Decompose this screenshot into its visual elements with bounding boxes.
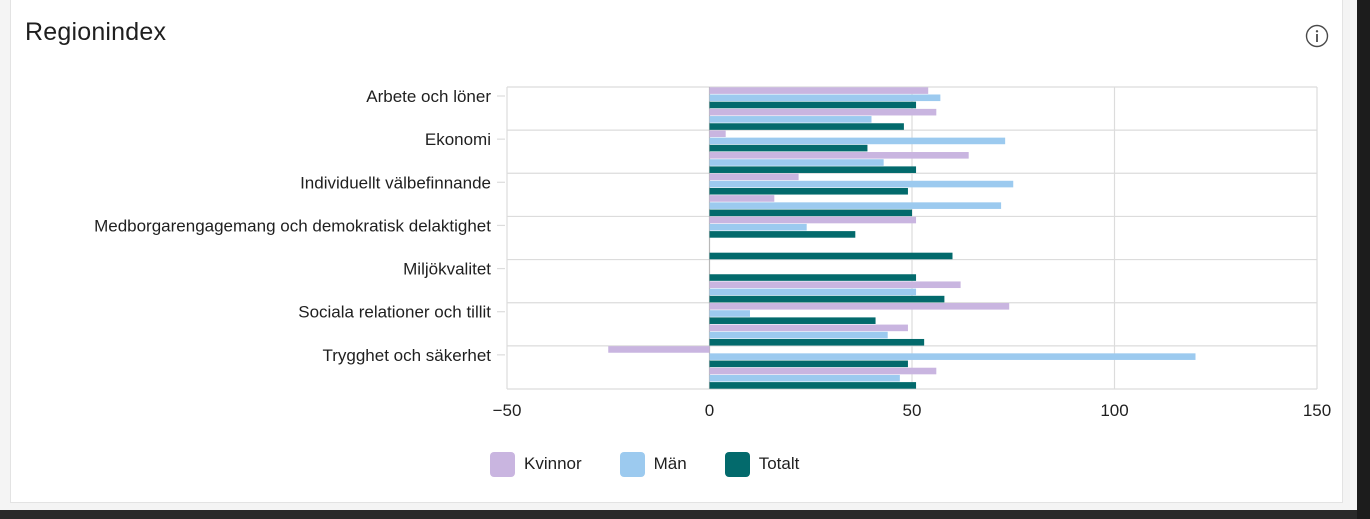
category-label: Arbete och löner <box>366 87 491 106</box>
category-label: Medborgarengagemang och demokratisk dela… <box>94 216 491 235</box>
bar-totalt <box>709 123 904 130</box>
bar-man <box>709 288 917 296</box>
bar-layer <box>608 87 1196 389</box>
window-edge-right <box>1357 0 1370 519</box>
bar-totalt <box>709 338 925 346</box>
bar-totalt <box>709 144 868 152</box>
bar-kvinnor <box>709 108 937 116</box>
category-label: Sociala relationer och tillit <box>298 303 491 322</box>
legend-label-kvinnor: Kvinnor <box>524 454 582 473</box>
legend-label-totalt: Totalt <box>758 454 800 473</box>
bar-kvinnor <box>608 346 710 353</box>
bar-kvinnor <box>709 195 775 202</box>
category-label: Individuellt välbefinnande <box>300 173 491 192</box>
legend-swatch-totalt <box>724 451 750 477</box>
bar-kvinnor <box>709 367 937 375</box>
bar-kvinnor <box>709 281 961 289</box>
legend: Kvinnor Män Totalt <box>490 450 837 478</box>
bar-man <box>709 223 807 231</box>
bar-kvinnor <box>709 152 969 159</box>
category-label: Ekonomi <box>425 130 491 149</box>
category-label-layer: Arbete och löner Ekonomi Individuellt välb… <box>94 87 505 365</box>
bar-man <box>709 116 872 123</box>
bar-totalt <box>709 231 856 238</box>
bar-kvinnor <box>709 173 799 181</box>
bar-man <box>709 353 1196 360</box>
legend-label-man: Män <box>653 454 687 473</box>
grid-layer <box>506 86 1318 390</box>
bar-totalt <box>709 209 912 217</box>
bar-totalt <box>709 101 917 109</box>
bar-man <box>709 202 1002 209</box>
bar-totalt <box>709 274 917 281</box>
bar-totalt <box>709 187 908 195</box>
bar-kvinnor <box>709 303 1010 310</box>
legend-item-man[interactable]: Män <box>619 451 687 477</box>
x-tick-layer: −50 0 50 100 150 <box>493 401 1332 420</box>
bar-totalt <box>709 317 876 324</box>
bar-man <box>709 331 888 339</box>
bar-man <box>709 94 941 102</box>
bar-totalt <box>709 166 917 173</box>
category-label: Trygghet och säkerhet <box>322 346 491 365</box>
bar-kvinnor <box>709 87 929 94</box>
bar-kvinnor <box>709 324 908 332</box>
legend-item-kvinnor[interactable]: Kvinnor <box>490 451 582 477</box>
category-label: Miljökvalitet <box>403 260 491 279</box>
bar-man <box>709 137 1006 145</box>
legend-item-totalt[interactable]: Totalt <box>724 451 800 477</box>
bar-man <box>709 374 900 382</box>
bar-man <box>709 310 750 317</box>
x-tick-label: 50 <box>903 401 922 420</box>
bar-man <box>709 159 884 166</box>
bar-totalt <box>709 382 917 389</box>
bar-man <box>709 180 1014 188</box>
bar-kvinnor <box>709 130 726 138</box>
window-edge-bottom <box>0 510 1357 519</box>
info-circle-icon[interactable] <box>1305 24 1329 48</box>
legend-swatch-man <box>619 451 645 477</box>
bar-totalt <box>709 360 908 368</box>
chart-card: Regionindex <box>10 0 1343 503</box>
bar-totalt <box>709 252 953 260</box>
x-tick-label: 150 <box>1303 401 1331 420</box>
bar-kvinnor <box>709 216 917 224</box>
x-tick-label: 0 <box>705 401 714 420</box>
x-tick-label: 100 <box>1100 401 1128 420</box>
bar-totalt <box>709 295 945 303</box>
x-tick-label: −50 <box>493 401 522 420</box>
card-title: Regionindex <box>25 18 167 46</box>
legend-swatch-kvinnor <box>490 451 515 477</box>
bar-chart: Arbete och löner Ekonomi Individuellt välb… <box>94 86 1332 420</box>
